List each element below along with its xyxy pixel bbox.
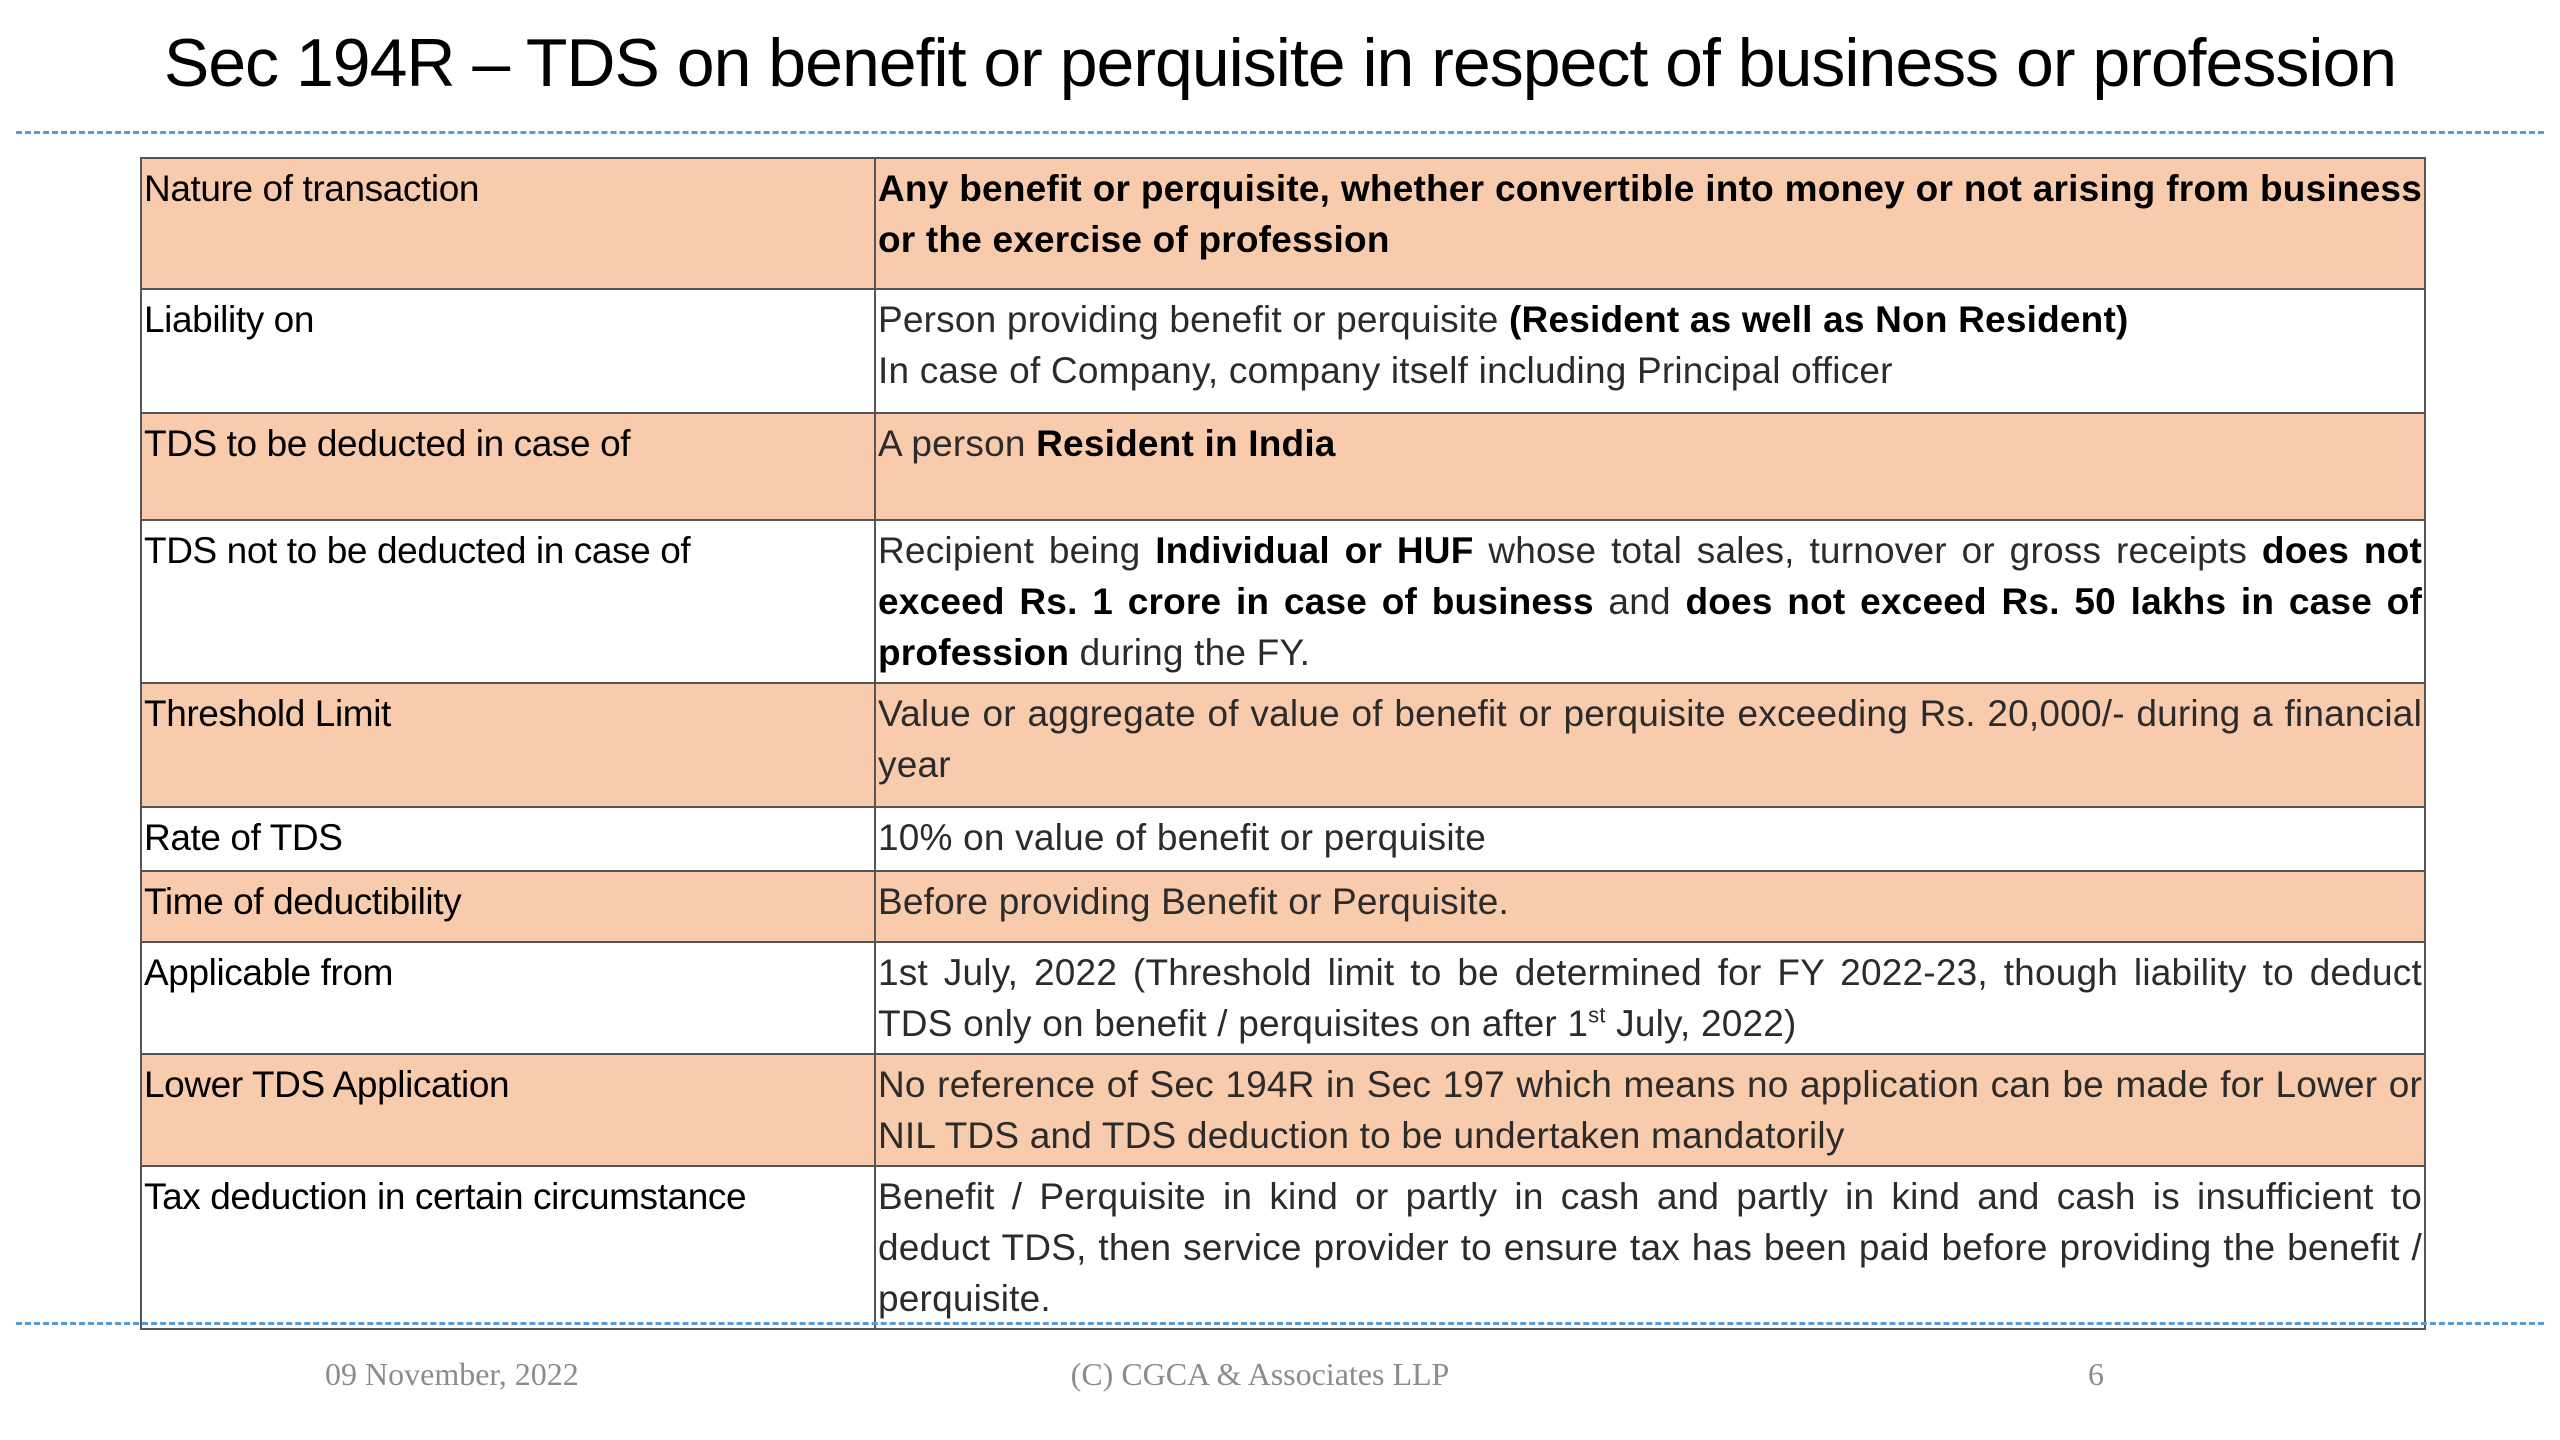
row-label: Time of deductibility: [140, 870, 876, 943]
row-value-text: and: [1593, 581, 1686, 622]
row-value-emphasis: does not exceed Rs. 50 lakhs in case of …: [878, 581, 2422, 673]
table-row: Rate of TDS 10% on value of benefit or p…: [140, 806, 2426, 872]
table-row: Applicable from 1st July, 2022 (Threshol…: [140, 941, 2426, 1055]
row-value-text: whose total sales, turnover or gross rec…: [1473, 530, 2262, 571]
table-row: Tax deduction in certain circumstance Be…: [140, 1165, 2426, 1330]
tds-details-table: Nature of transaction Any benefit or per…: [140, 157, 2426, 1330]
footer-date: 09 November, 2022: [325, 1356, 579, 1392]
slide-title: Sec 194R – TDS on benefit or perquisite …: [163, 25, 2397, 101]
row-value-text: July, 2022): [1605, 1003, 1797, 1044]
row-value-text: Person providing benefit or perquisite: [878, 299, 1510, 340]
row-value-emphasis: does not exceed Rs. 1 crore in case of b…: [878, 530, 2423, 622]
table-row: Lower TDS Application No reference of Se…: [140, 1053, 2426, 1167]
table-row: Nature of transaction Any benefit or per…: [140, 157, 2426, 290]
row-value-text: during the FY.: [1069, 632, 1311, 673]
row-label: Applicable from: [140, 941, 876, 1055]
row-label: Lower TDS Application: [140, 1053, 876, 1167]
row-value-text: In case of Company, company itself inclu…: [878, 350, 1893, 391]
footer-copyright: (C) CGCA & Associates LLP: [1070, 1356, 1450, 1392]
table-row: TDS not to be deducted in case of Recipi…: [140, 519, 2426, 684]
top-divider: [16, 131, 2544, 134]
table-row: Threshold Limit Value or aggregate of va…: [140, 682, 2426, 808]
row-label: Liability on: [140, 288, 876, 414]
row-value: 10% on value of benefit or perquisite: [874, 806, 2426, 872]
row-label: Nature of transaction: [140, 157, 876, 290]
ordinal-superscript: st: [1588, 1002, 1606, 1028]
row-value: A person Resident in India: [874, 412, 2426, 521]
row-label: TDS to be deducted in case of: [140, 412, 876, 521]
row-value: Any benefit or perquisite, whether conve…: [874, 157, 2426, 290]
row-label: Rate of TDS: [140, 806, 876, 872]
row-value-emphasis: (Resident as well as Non Resident): [1509, 299, 2129, 340]
row-value-emphasis: Individual or HUF: [1155, 530, 1474, 571]
row-value: Person providing benefit or perquisite (…: [874, 288, 2426, 414]
table-row: Liability on Person providing benefit or…: [140, 288, 2426, 414]
row-value-text: A person: [878, 423, 1037, 464]
row-value-text: Any benefit or perquisite, whether conve…: [878, 168, 2422, 260]
row-label: Threshold Limit: [140, 682, 876, 808]
row-label: TDS not to be deducted in case of: [140, 519, 876, 684]
row-value-emphasis: Resident in India: [1036, 423, 1336, 464]
row-value: Before providing Benefit or Perquisite.: [874, 870, 2426, 943]
row-value: Value or aggregate of value of benefit o…: [874, 682, 2426, 808]
page-number: 6: [2088, 1356, 2104, 1392]
row-value-text: Recipient being: [878, 530, 1156, 571]
table-row: Time of deductibility Before providing B…: [140, 870, 2426, 943]
row-label: Tax deduction in certain circumstance: [140, 1165, 876, 1330]
row-value: 1st July, 2022 (Threshold limit to be de…: [874, 941, 2426, 1055]
row-value: Benefit / Perquisite in kind or partly i…: [874, 1165, 2426, 1330]
row-value: Recipient being Individual or HUF whose …: [874, 519, 2426, 684]
row-value-text: 1st July, 2022 (Threshold limit to be de…: [878, 952, 2422, 1044]
table-row: TDS to be deducted in case of A person R…: [140, 412, 2426, 521]
bottom-divider: [16, 1322, 2544, 1325]
row-value: No reference of Sec 194R in Sec 197 whic…: [874, 1053, 2426, 1167]
